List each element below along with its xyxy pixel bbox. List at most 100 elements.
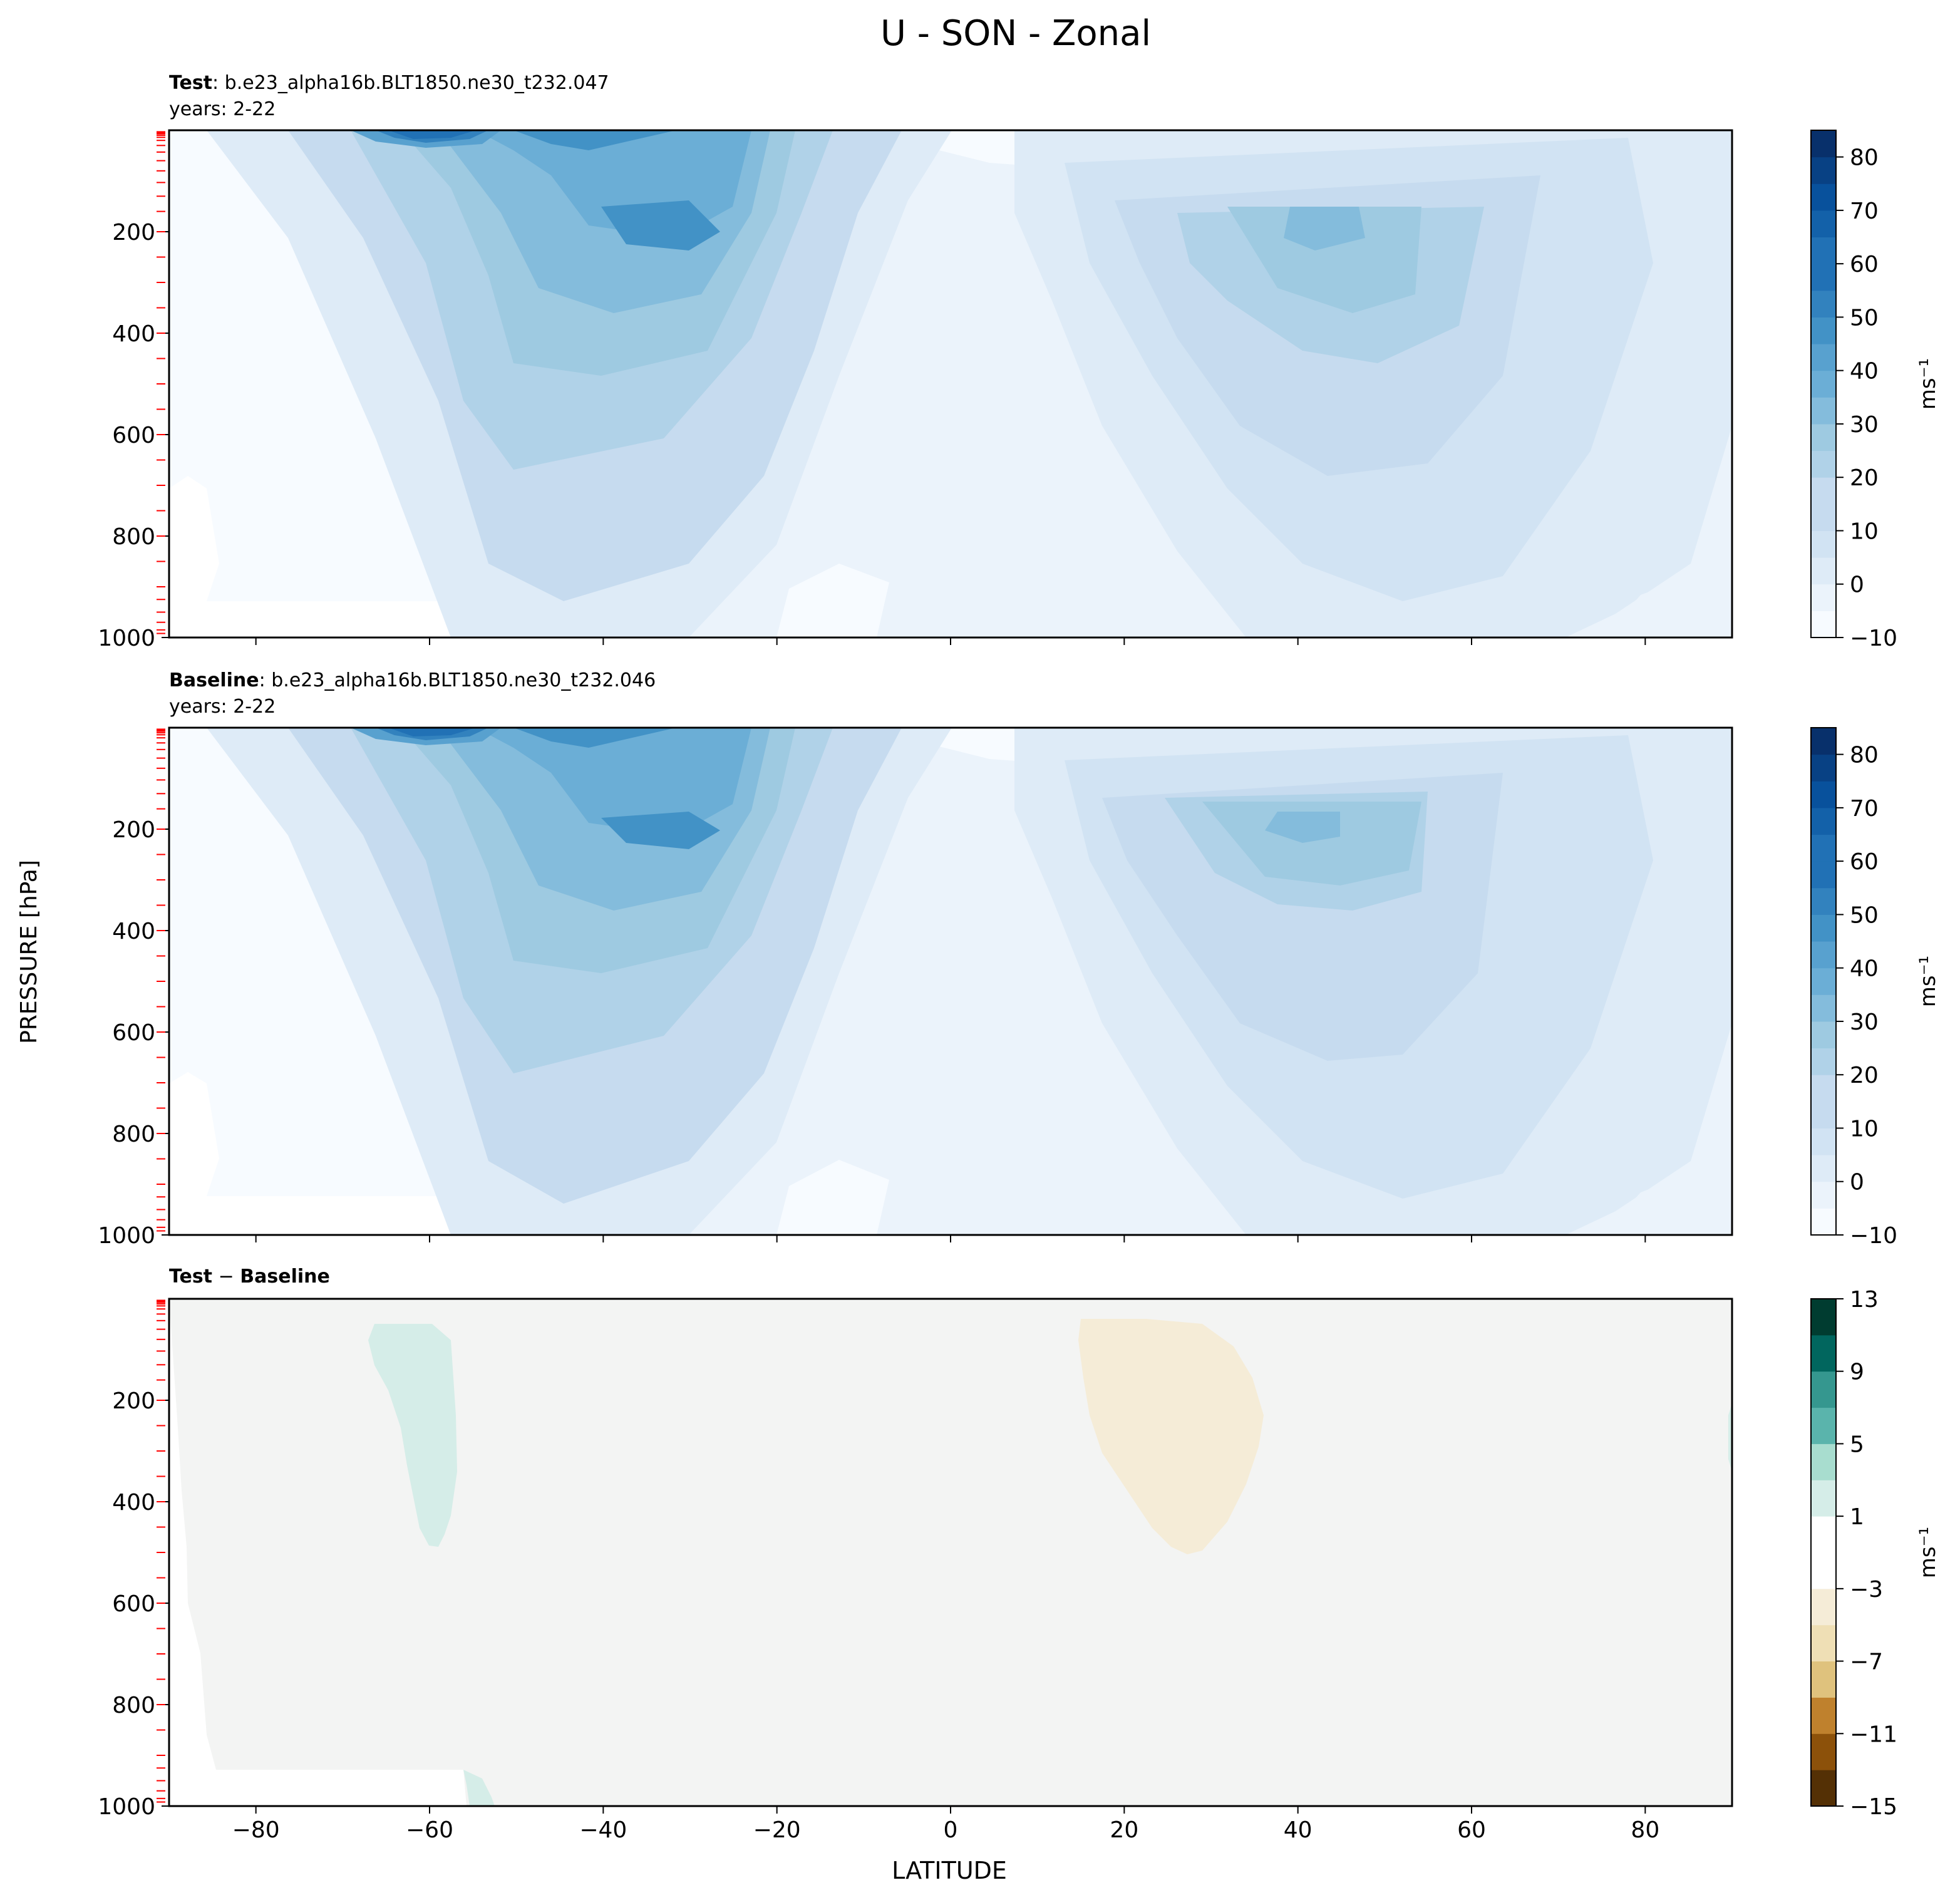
panel-baseline-level-markers xyxy=(157,728,165,1232)
colorbar-band xyxy=(1811,1624,1836,1662)
panel-baseline-y-ticks: 200 400 600 800 1000 xyxy=(98,817,169,1249)
panel-baseline-label: Baseline: b.e23_alpha16b.BLT1850.ne30_t2… xyxy=(169,669,656,691)
colorbar-tick-label: 5 xyxy=(1850,1432,1864,1457)
colorbar-tick-label: 20 xyxy=(1850,1063,1879,1088)
y-tick-label: 600 xyxy=(112,423,155,448)
colorbar-band xyxy=(1811,1661,1836,1698)
colorbar-band xyxy=(1811,914,1836,942)
colorbar-band xyxy=(1811,994,1836,1022)
colorbar-tick-label: −10 xyxy=(1850,626,1897,651)
panel-test-x-ticks xyxy=(255,638,1646,645)
y-tick-label: 400 xyxy=(112,321,155,347)
colorbar-band xyxy=(1811,1155,1836,1182)
colorbar-test: 80 70 60 50 40 30 20 10 0 −10 xyxy=(1810,130,1897,651)
colorbar-band xyxy=(1811,1407,1836,1444)
colorbar-band xyxy=(1811,1480,1836,1517)
colorbar-band xyxy=(1811,1101,1836,1128)
panel-baseline-label-rest: : b.e23_alpha16b.BLT1850.ne30_t232.046 xyxy=(259,669,656,691)
panel-difference: Test − Baseline −80 −60 −40 −20 0 20 40 60 80 20… xyxy=(98,1266,1941,1843)
colorbar-tick-label: 20 xyxy=(1850,465,1879,491)
colorbar-band xyxy=(1811,1697,1836,1734)
colorbar-tick-label: 60 xyxy=(1850,252,1879,277)
panel-test-label: Test: b.e23_alpha16b.BLT1850.ne30_t232.0… xyxy=(169,72,609,94)
panel-difference-level-markers xyxy=(157,1299,165,1803)
x-tick-label: 80 xyxy=(1631,1817,1659,1843)
positive-anomaly-region xyxy=(368,1324,457,1547)
x-tick-label: −60 xyxy=(406,1817,453,1843)
colorbar-band xyxy=(1811,1021,1836,1049)
colorbar-difference: 13 9 5 1 −3 −7 −11 −15 xyxy=(1810,1287,1897,1820)
colorbar-band xyxy=(1811,370,1836,398)
colorbar-tick-label: −3 xyxy=(1850,1577,1883,1603)
panel-difference-label-baseline: Baseline xyxy=(240,1266,330,1288)
panel-difference-label-test: Test xyxy=(169,1266,212,1288)
y-tick-label: 200 xyxy=(112,1388,155,1414)
y-tick-label: 800 xyxy=(112,1122,155,1147)
colorbar-band xyxy=(1811,130,1836,158)
colorbar-band xyxy=(1811,1048,1836,1075)
panel-baseline-x-ticks xyxy=(255,1235,1646,1242)
panel-baseline-years: years: 2-22 xyxy=(169,696,276,718)
colorbar-tick-label: 0 xyxy=(1850,572,1864,598)
colorbar-band xyxy=(1811,1733,1836,1770)
colorbar-band xyxy=(1811,344,1836,371)
y-tick-label: 400 xyxy=(112,919,155,944)
colorbar-band xyxy=(1811,1371,1836,1408)
colorbar-band xyxy=(1811,450,1836,478)
colorbar-frame xyxy=(1810,130,1837,638)
y-tick-label: 800 xyxy=(112,524,155,550)
colorbar-tick-label: −15 xyxy=(1850,1794,1897,1820)
colorbar-tick-label: 70 xyxy=(1850,199,1879,224)
y-tick-label: 600 xyxy=(112,1591,155,1617)
panel-difference-x-ticks: −80 −60 −40 −20 0 20 40 60 80 xyxy=(232,1806,1659,1843)
colorbar-band xyxy=(1811,1588,1836,1626)
colorbar-band xyxy=(1811,1299,1836,1336)
colorbar-band xyxy=(1811,728,1836,755)
colorbar-tick-label: 80 xyxy=(1850,145,1879,171)
panel-difference-label: Test − Baseline xyxy=(169,1266,330,1288)
colorbar-band xyxy=(1811,1128,1836,1155)
x-tick-label: 0 xyxy=(944,1817,958,1843)
colorbar-band xyxy=(1811,264,1836,291)
colorbar-band xyxy=(1811,781,1836,808)
y-axis-label: PRESSURE [hPa] xyxy=(16,860,42,1044)
colorbar-band xyxy=(1811,157,1836,184)
y-tick-label: 200 xyxy=(112,220,155,245)
colorbar-tick-label: 10 xyxy=(1850,519,1879,544)
x-tick-label: 40 xyxy=(1284,1817,1313,1843)
colorbar-band xyxy=(1811,1075,1836,1102)
panel-difference-y-ticks: 200 400 600 800 1000 xyxy=(98,1388,169,1820)
colorbar-tick-label: 30 xyxy=(1850,412,1879,438)
panel-test-label-bold: Test xyxy=(169,72,212,94)
colorbar-tick-label: −10 xyxy=(1850,1223,1897,1249)
colorbar-band xyxy=(1811,183,1836,211)
colorbar-band xyxy=(1811,861,1836,889)
contour-field-difference xyxy=(169,1299,1732,1806)
y-tick-label: 1000 xyxy=(98,1794,155,1820)
panel-test-years: years: 2-22 xyxy=(169,98,276,120)
colorbar-band xyxy=(1811,317,1836,344)
x-tick-label: 60 xyxy=(1457,1817,1486,1843)
colorbar-band xyxy=(1811,237,1836,264)
colorbar-tick-label: −7 xyxy=(1850,1650,1883,1675)
colorbar-difference-label: ms⁻¹ xyxy=(1916,1527,1941,1578)
contour-field-baseline xyxy=(169,728,1732,1235)
y-tick-label: 600 xyxy=(112,1020,155,1046)
figure-title: U - SON - Zonal xyxy=(880,13,1151,54)
colorbar-baseline-label: ms⁻¹ xyxy=(1916,956,1941,1007)
colorbar-band xyxy=(1811,477,1836,505)
colorbar-band xyxy=(1811,1335,1836,1372)
panel-test: Test: b.e23_alpha16b.BLT1850.ne30_t232.0… xyxy=(98,72,1941,651)
y-tick-label: 200 xyxy=(112,817,155,843)
y-tick-label: 400 xyxy=(112,1490,155,1515)
colorbar-band xyxy=(1811,1770,1836,1807)
colorbar-band xyxy=(1811,941,1836,969)
colorbar-band xyxy=(1811,1552,1836,1589)
y-tick-label: 1000 xyxy=(98,626,155,651)
x-tick-label: −80 xyxy=(232,1817,280,1843)
colorbar-band xyxy=(1811,557,1836,585)
x-tick-label: −40 xyxy=(579,1817,627,1843)
colorbar-tick-label: 1 xyxy=(1850,1504,1864,1530)
x-axis-label: LATITUDE xyxy=(892,1857,1007,1884)
colorbar-frame xyxy=(1810,1298,1837,1807)
